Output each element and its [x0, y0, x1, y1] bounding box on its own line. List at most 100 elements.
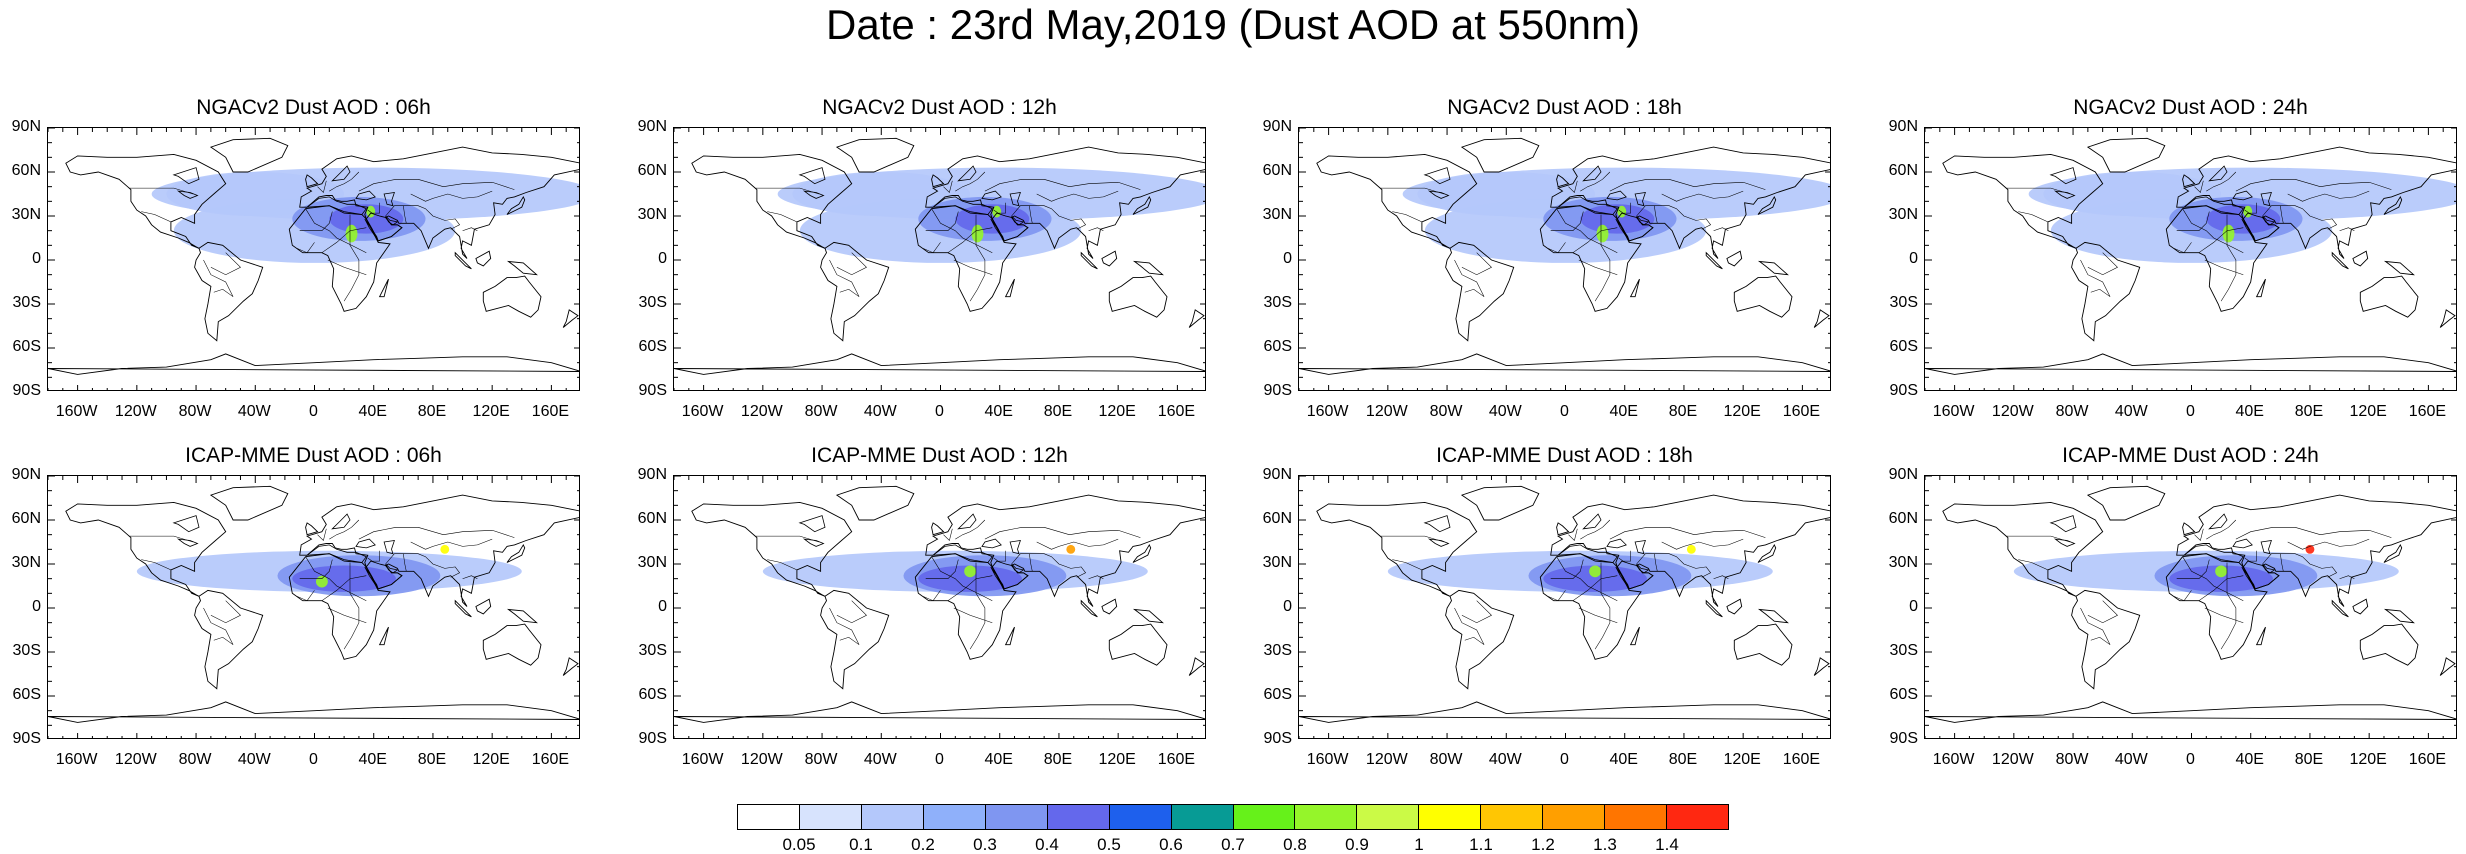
country-border-1 [755, 535, 820, 543]
x-tick-label: 40W [2114, 403, 2148, 420]
y-tick-label: 0 [1909, 250, 1918, 267]
country-border-5 [969, 562, 986, 650]
x-tick-label: 40W [1488, 751, 1522, 768]
country-border-13 [2287, 190, 2370, 202]
country-border-2 [141, 211, 172, 223]
country-border-6 [2176, 211, 2210, 231]
country-border-3 [931, 208, 993, 253]
x-tick-label: 160W [1306, 751, 1349, 768]
coastline-madagascar [378, 626, 389, 646]
colorbar-box-11 [1357, 805, 1420, 829]
country-border-17 [203, 607, 234, 645]
country-border-3 [931, 556, 993, 601]
coastline-eurasia [925, 494, 1205, 607]
coastline-borneo [2352, 250, 2369, 267]
country-border-1 [1380, 535, 1445, 543]
x-tick-label: 80W [1429, 751, 1463, 768]
map-svg [1925, 476, 2456, 738]
y-tick-label: 30S [1889, 294, 1918, 311]
coastline-new-zealand [1813, 657, 1830, 676]
colorbar-box-9 [1233, 805, 1296, 829]
coastline-black-sea [1606, 190, 1627, 201]
coastline-australia [2359, 623, 2419, 666]
y-tick-label: 90S [1263, 382, 1292, 399]
coastline-sumatra [1705, 251, 1723, 270]
colorbar-box-5 [985, 805, 1048, 829]
coastline-australia [1733, 275, 1793, 318]
coastline-madagascar [1629, 278, 1640, 298]
y-tick-label: 30N [11, 554, 41, 571]
x-tick-label: 160E [1157, 403, 1196, 420]
colorbar-label: 1.1 [1469, 835, 1493, 854]
dust-plume-6 [2222, 224, 2235, 243]
country-border-17 [1454, 259, 1485, 297]
x-tick-label: 80E [417, 403, 447, 420]
coastline-north-america [1316, 153, 1478, 249]
y-tick-label: 30S [638, 294, 667, 311]
x-tick-label: 40E [1609, 751, 1638, 768]
coastline-africa [288, 205, 391, 312]
colorbar-box-12 [1419, 805, 1482, 829]
coastline-arabia-fill [991, 560, 1029, 590]
coastline-australia [482, 623, 542, 666]
coastline-japan [506, 543, 526, 563]
colorbar-label: 1.3 [1593, 835, 1617, 854]
country-border-2 [141, 559, 172, 571]
country-border-9 [1609, 527, 1766, 540]
x-tick-label: 160E [2408, 403, 2447, 420]
dust-plume-3 [918, 565, 1022, 592]
country-border-5 [343, 562, 360, 650]
x-tick-label: 40E [358, 403, 387, 420]
country-border-5 [2220, 214, 2237, 302]
country-border-16 [943, 180, 953, 194]
x-tick-label: 40E [984, 751, 1013, 768]
colorbar-box-7 [1109, 805, 1172, 829]
country-border-2 [2018, 211, 2049, 223]
x-tick-label: 120W [1991, 751, 2034, 768]
y-tick-label: 60N [637, 162, 667, 179]
coastline-sumatra [1080, 251, 1098, 270]
x-tick-label: 160E [1782, 403, 1821, 420]
y-tick-label: 30N [1262, 554, 1292, 571]
map-svg [674, 128, 1205, 390]
x-tick-label: 40E [1609, 403, 1638, 420]
country-border-5 [1594, 214, 1611, 302]
country-border-12 [1636, 205, 1658, 224]
coastline-new-guinea [1132, 260, 1164, 276]
coastline-eurasia [2176, 494, 2456, 607]
coastline-mediterranean [2182, 544, 2244, 563]
colorbar-box-1 [738, 805, 800, 829]
map-plot-area [47, 475, 580, 739]
country-border-18 [210, 600, 241, 624]
coastline-red-sea [990, 566, 1005, 590]
country-border-4 [1572, 227, 1618, 253]
coastline-mediterranean [305, 544, 367, 563]
x-tick-label: 80E [1043, 403, 1073, 420]
x-tick-label: 120E [472, 403, 510, 420]
x-tick-label: 160E [2408, 751, 2447, 768]
coastline-madagascar [1629, 626, 1640, 646]
coastline-caspian [1009, 192, 1021, 207]
country-border-10 [367, 550, 380, 562]
y-tick-label: 30S [1263, 642, 1292, 659]
y-tick-label: 30S [638, 642, 667, 659]
country-border-12 [1011, 205, 1033, 224]
country-border-12 [2262, 205, 2284, 224]
coastline-persian-gulf [2262, 563, 2276, 574]
coastline-sumatra [454, 599, 472, 618]
coastline-antarctica [1299, 701, 1830, 723]
x-tick-label: 40W [2114, 751, 2148, 768]
country-border-15 [2206, 171, 2237, 192]
colorbar-label: 1.2 [1531, 835, 1555, 854]
y-tick-label: 30S [1263, 294, 1292, 311]
x-tick-label: 160E [1157, 751, 1196, 768]
coastline-south-america [194, 241, 264, 342]
country-border-4 [2198, 575, 2244, 601]
coastline-sumatra [1705, 599, 1723, 618]
country-border-8 [1547, 242, 1566, 254]
colorbar-label: 0.3 [973, 835, 997, 854]
coastline-hudson-bay [2049, 167, 2077, 185]
dust-plume-6 [1596, 224, 1609, 243]
dust-plume-5 [1066, 544, 1076, 554]
coastline-south-america [1445, 241, 1515, 342]
